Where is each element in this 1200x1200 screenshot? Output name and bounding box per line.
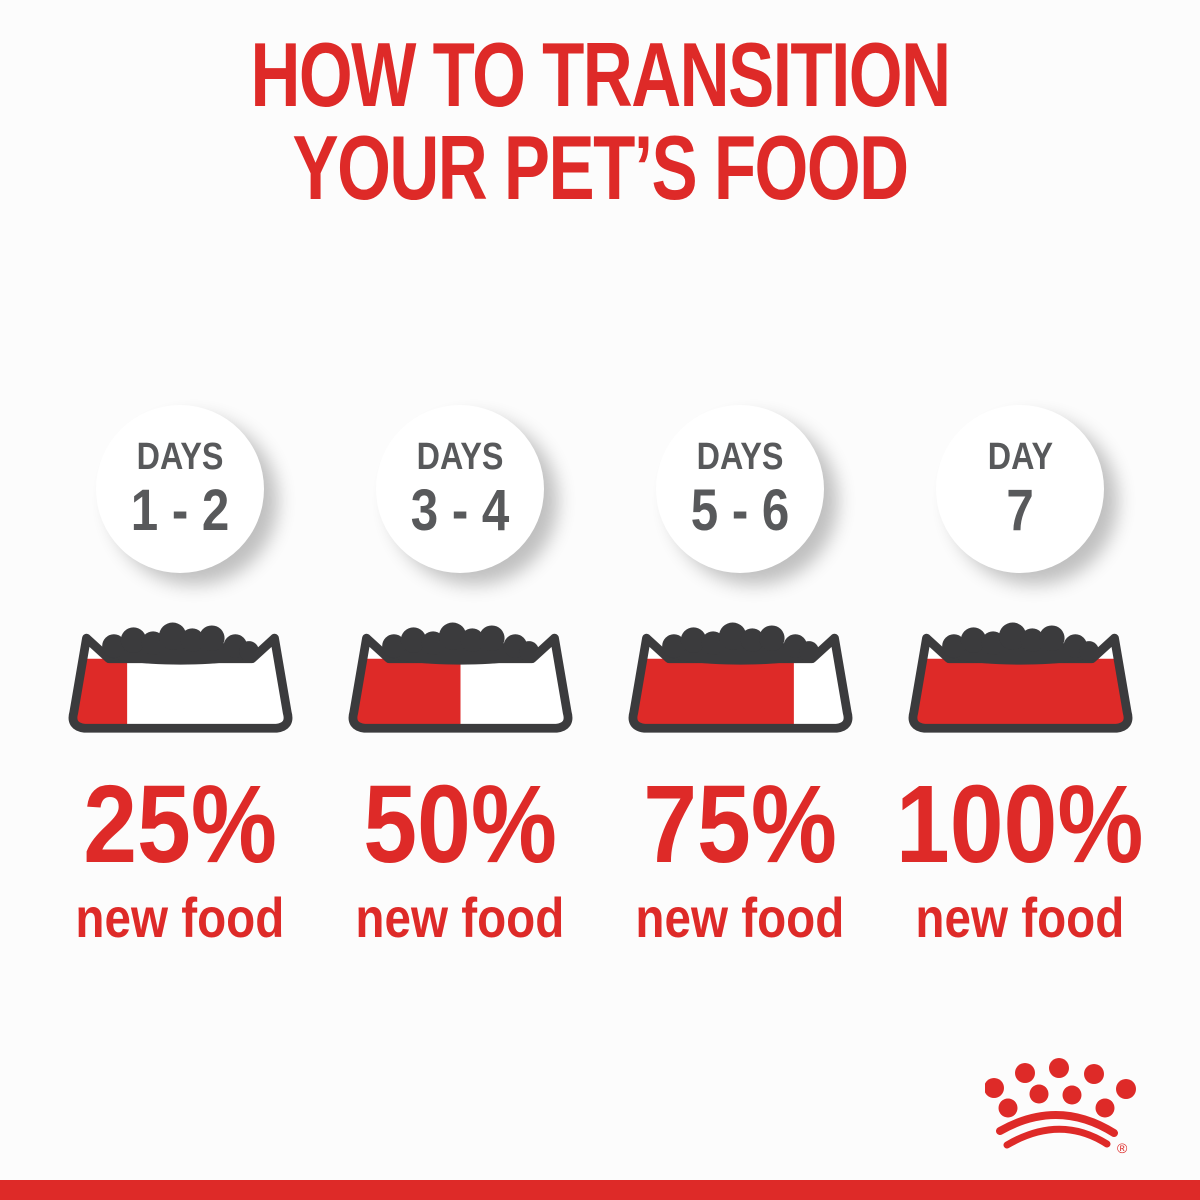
- percent-new-food: 75%: [643, 763, 837, 886]
- day-badge: DAYS 5 - 6: [656, 405, 824, 573]
- day-label: DAYS: [696, 436, 784, 478]
- royal-canin-crown-logo: ®: [985, 1058, 1136, 1156]
- day-badge: DAYS 3 - 4: [376, 405, 544, 573]
- step-days-3-4: DAYS 3 - 4 50% new food: [324, 405, 596, 946]
- new-food-caption: new food: [355, 886, 565, 949]
- day-range: 1 - 2: [130, 478, 230, 543]
- title-line-2: YOUR PET’S FOOD: [292, 117, 909, 219]
- day-range: 3 - 4: [410, 478, 510, 543]
- kibble-pile: [661, 622, 819, 665]
- new-food-caption: new food: [915, 886, 1125, 949]
- food-bowl-icon: [348, 622, 572, 733]
- kibble-pile: [381, 622, 539, 665]
- day-label: DAYS: [136, 436, 224, 478]
- food-bowl-icon: [68, 622, 292, 733]
- new-food-caption: new food: [75, 886, 285, 949]
- new-food-caption: new food: [635, 886, 845, 949]
- step-day-7: DAY 7 100% new food: [884, 405, 1156, 946]
- day-label: DAYS: [416, 436, 504, 478]
- day-label: DAY: [987, 436, 1053, 478]
- step-days-1-2: DAYS 1 - 2 25% new food: [44, 405, 316, 946]
- day-range: 7: [1006, 478, 1034, 543]
- percent-new-food: 50%: [363, 763, 557, 886]
- kibble-pile: [101, 622, 259, 665]
- food-bowl-icon: [628, 622, 852, 733]
- percent-new-food: 100%: [896, 763, 1144, 886]
- kibble-pile: [941, 622, 1099, 665]
- title-line-1: HOW TO TRANSITION: [250, 25, 951, 126]
- percent-new-food: 25%: [83, 763, 277, 886]
- food-bowl-icon: [908, 622, 1132, 733]
- transition-steps: DAYS 1 - 2 25% new food: [44, 405, 1156, 946]
- step-days-5-6: DAYS 5 - 6 75% new food: [604, 405, 876, 946]
- day-range: 5 - 6: [690, 478, 790, 543]
- footer-red-bar: [0, 1180, 1200, 1200]
- registered-trademark-symbol: ®: [1117, 1140, 1128, 1156]
- day-badge: DAYS 1 - 2: [96, 405, 264, 573]
- page-title: HOW TO TRANSITION YOUR PET’S FOOD: [144, 25, 1056, 219]
- day-badge: DAY 7: [936, 405, 1104, 573]
